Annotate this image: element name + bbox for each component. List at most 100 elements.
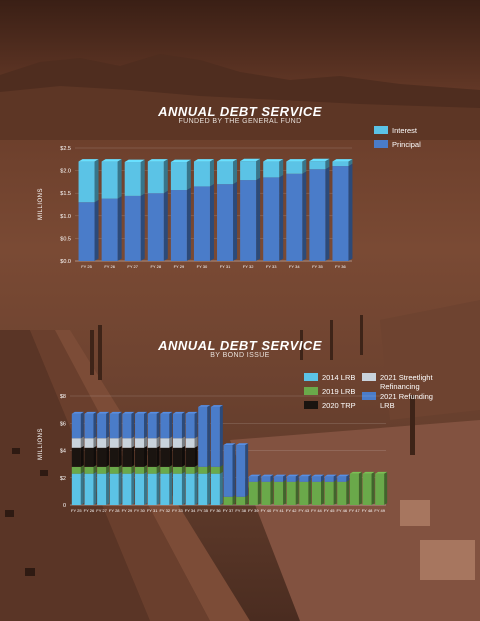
chart2-bar xyxy=(286,481,296,505)
chart2-bar-side xyxy=(257,474,261,482)
chart1-xtick-label: FY 28 xyxy=(150,264,161,269)
chart2-bar xyxy=(84,473,94,505)
chart2-bar xyxy=(84,447,94,467)
chart2-bar-side xyxy=(320,480,324,505)
chart2-ytick-label: $8 xyxy=(60,394,66,400)
chart1-bar-top xyxy=(147,159,168,162)
chart2-xtick-label: FY 32 xyxy=(159,508,170,513)
chart2-bar xyxy=(248,481,258,505)
chart2-legend-2014-swatch xyxy=(304,373,318,381)
chart2-bar-side xyxy=(295,474,299,482)
chart1-legend-principal-swatch xyxy=(374,140,388,148)
chart2-bar xyxy=(362,473,372,505)
chart2-bar-side xyxy=(93,411,97,439)
chart2-xtick-label: FY 49 xyxy=(374,508,385,513)
chart1-bar xyxy=(170,190,187,261)
chart2-bar xyxy=(198,466,208,474)
chart1-xtick-label: FY 36 xyxy=(335,264,346,269)
chart2-xtick-label: FY 30 xyxy=(134,508,145,513)
chart1-legend-principal-label: Principal xyxy=(392,140,421,149)
chart1-bar-side xyxy=(348,159,353,167)
chart2-bar-side xyxy=(219,465,223,474)
chart2-bar xyxy=(71,466,81,474)
chart1-bar-top xyxy=(193,159,214,162)
chart2-bar xyxy=(172,447,182,467)
chart1-bar xyxy=(240,161,257,181)
chart2-bar xyxy=(160,438,170,448)
chart2-bar xyxy=(147,413,157,439)
chart1-bar xyxy=(78,161,95,203)
chart1-bar-side xyxy=(209,184,214,261)
chart2-ytick-label: $6 xyxy=(60,421,66,427)
chart2-bar xyxy=(223,496,233,505)
chart1-bar xyxy=(101,161,118,199)
chart1-bar-top xyxy=(170,159,191,163)
chart1-bar-side xyxy=(140,159,145,196)
chart2-bar xyxy=(147,466,157,474)
chart2-bar-side xyxy=(144,436,148,448)
chart2-bar-side xyxy=(270,480,274,505)
chart2-bar-side xyxy=(131,471,135,505)
chart1-xtick-label: FY 25 xyxy=(81,264,92,269)
chart2-legend-refunding-swatch xyxy=(362,392,376,400)
chart2-bar xyxy=(324,476,334,482)
chart2-bar-side xyxy=(169,445,173,467)
chart2-bar-side xyxy=(93,436,97,448)
chart1-xtick-label: FY 33 xyxy=(266,264,277,269)
chart1-bar xyxy=(286,173,303,261)
chart1-bar-side xyxy=(348,163,353,261)
chart1-bar xyxy=(332,166,349,261)
chart2-bar-side xyxy=(93,465,97,474)
chart2-bar-top xyxy=(261,474,274,477)
chart1-ytick-label: $1.5 xyxy=(60,191,71,197)
chart2-bar-top xyxy=(337,474,350,477)
chart2-xtick-label: FY 40 xyxy=(261,508,272,513)
chart2-bar-top xyxy=(172,411,185,414)
chart2-bar xyxy=(236,445,246,497)
chart2-bar xyxy=(122,438,132,448)
chart2-bar xyxy=(274,481,284,505)
chart2-bar-side xyxy=(295,480,299,505)
chart2-bar-side xyxy=(245,443,249,497)
chart2-bar xyxy=(135,438,145,448)
chart2-bar xyxy=(135,473,145,505)
chart1-bar-side xyxy=(186,159,191,191)
chart2-bar xyxy=(248,476,258,482)
chart2-bar xyxy=(324,481,334,505)
chart2-bar-side xyxy=(384,471,388,505)
chart1-bar-top xyxy=(217,159,238,162)
chart2-bar-side xyxy=(219,405,223,467)
chart2-xtick-label: FY 37 xyxy=(223,508,234,513)
chart1-bar-side xyxy=(209,159,214,187)
chart2-bar xyxy=(210,406,220,467)
chart2-legend-2020: 2020 TRP xyxy=(304,401,356,410)
chart2-bar xyxy=(198,473,208,505)
chart2-legend-2020-swatch xyxy=(304,401,318,409)
chart2-bar xyxy=(261,476,271,482)
chart2-bar xyxy=(236,496,246,505)
chart2-bar-side xyxy=(118,411,122,439)
chart1-ytick-label: $2.0 xyxy=(60,169,71,175)
chart2-bar xyxy=(147,447,157,467)
chart2-legend-streetlight: 2021 Streetlight Refinancing xyxy=(362,373,442,391)
chart2-bar xyxy=(172,466,182,474)
chart2-bar xyxy=(185,447,195,467)
chart2-bar-top xyxy=(210,405,223,407)
chart1-legend-principal: Principal xyxy=(374,140,421,149)
chart2-bar xyxy=(84,438,94,448)
chart2-xtick-label: FY 48 xyxy=(362,508,373,513)
chart2-bar xyxy=(375,473,385,505)
chart2-bar-side xyxy=(131,465,135,474)
chart1-bar xyxy=(332,161,349,167)
chart2-bar-top xyxy=(84,411,97,414)
chart2-bar-side xyxy=(156,411,160,439)
chart2-bar-top xyxy=(286,474,299,477)
chart1-bar-side xyxy=(302,171,307,261)
chart2-xtick-label: FY 33 xyxy=(172,508,183,513)
chart2-bar xyxy=(135,447,145,467)
chart1-bar-side xyxy=(233,181,238,261)
chart2-bar xyxy=(274,476,284,482)
chart1-xtick-label: FY 35 xyxy=(312,264,323,269)
